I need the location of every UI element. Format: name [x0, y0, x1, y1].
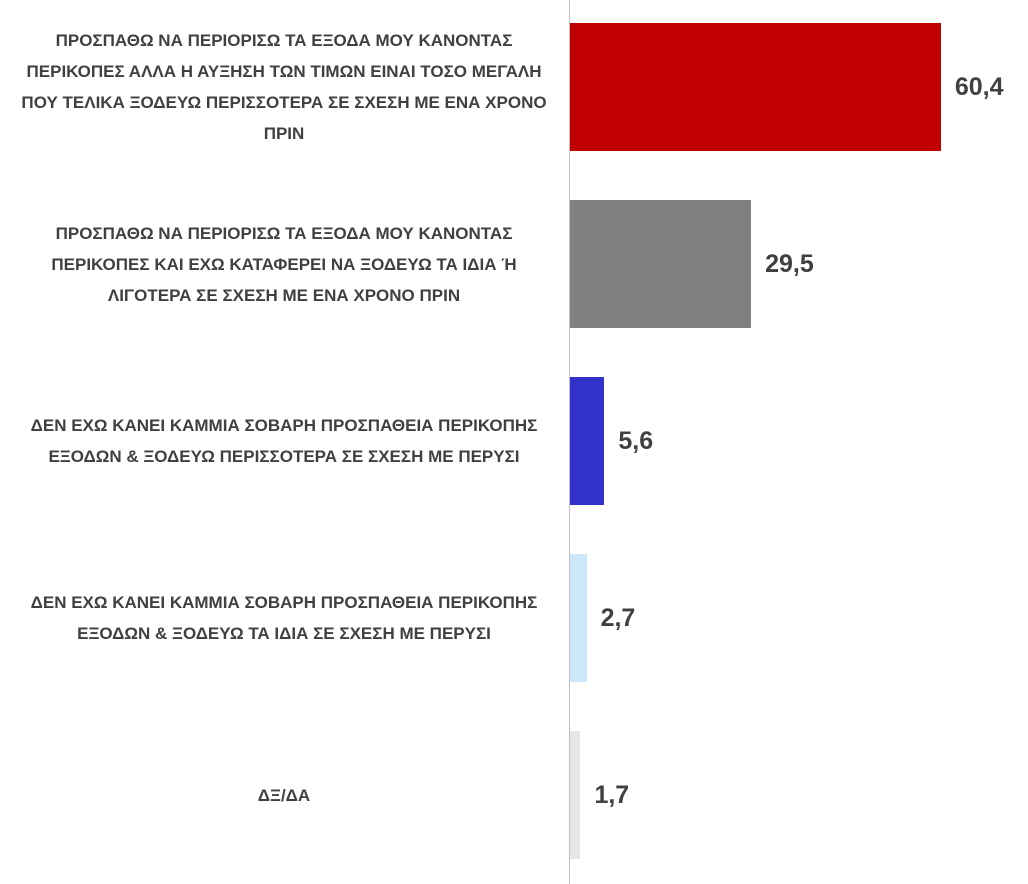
value-label: 1,7 [594, 781, 630, 809]
category-label: ΔΕΝ ΕΧΩ ΚΑΝΕΙ ΚΑΜΜΙΑ ΣΟΒΑΡΗ ΠΡΟΣΠΑΘΕΙΑ Π… [30, 416, 538, 466]
value-label: 5,6 [618, 427, 654, 455]
value-label: 60,4 [954, 73, 1004, 101]
category-label: ΔΞ/ΔΑ [257, 785, 311, 805]
bar [570, 23, 941, 151]
category-label: ΠΡΟΣΠΑΘΩ ΝΑ ΠΕΡΙΟΡΙΣΩ ΤΑ ΕΞΟΔΑ ΜΟΥ ΚΑΝΟΝ… [21, 31, 547, 143]
category-label: ΔΕΝ ΕΧΩ ΚΑΝΕΙ ΚΑΜΜΙΑ ΣΟΒΑΡΗ ΠΡΟΣΠΑΘΕΙΑ Π… [30, 593, 538, 643]
category-axis [569, 0, 570, 884]
bar [570, 200, 752, 328]
bar [570, 554, 587, 682]
bar [570, 731, 581, 859]
value-label: 2,7 [600, 604, 636, 632]
bar [570, 377, 605, 505]
category-label: ΠΡΟΣΠΑΘΩ ΝΑ ΠΕΡΙΟΡΙΣΩ ΤΑ ΕΞΟΔΑ ΜΟΥ ΚΑΝΟΝ… [51, 223, 517, 305]
value-label: 29,5 [765, 250, 814, 278]
